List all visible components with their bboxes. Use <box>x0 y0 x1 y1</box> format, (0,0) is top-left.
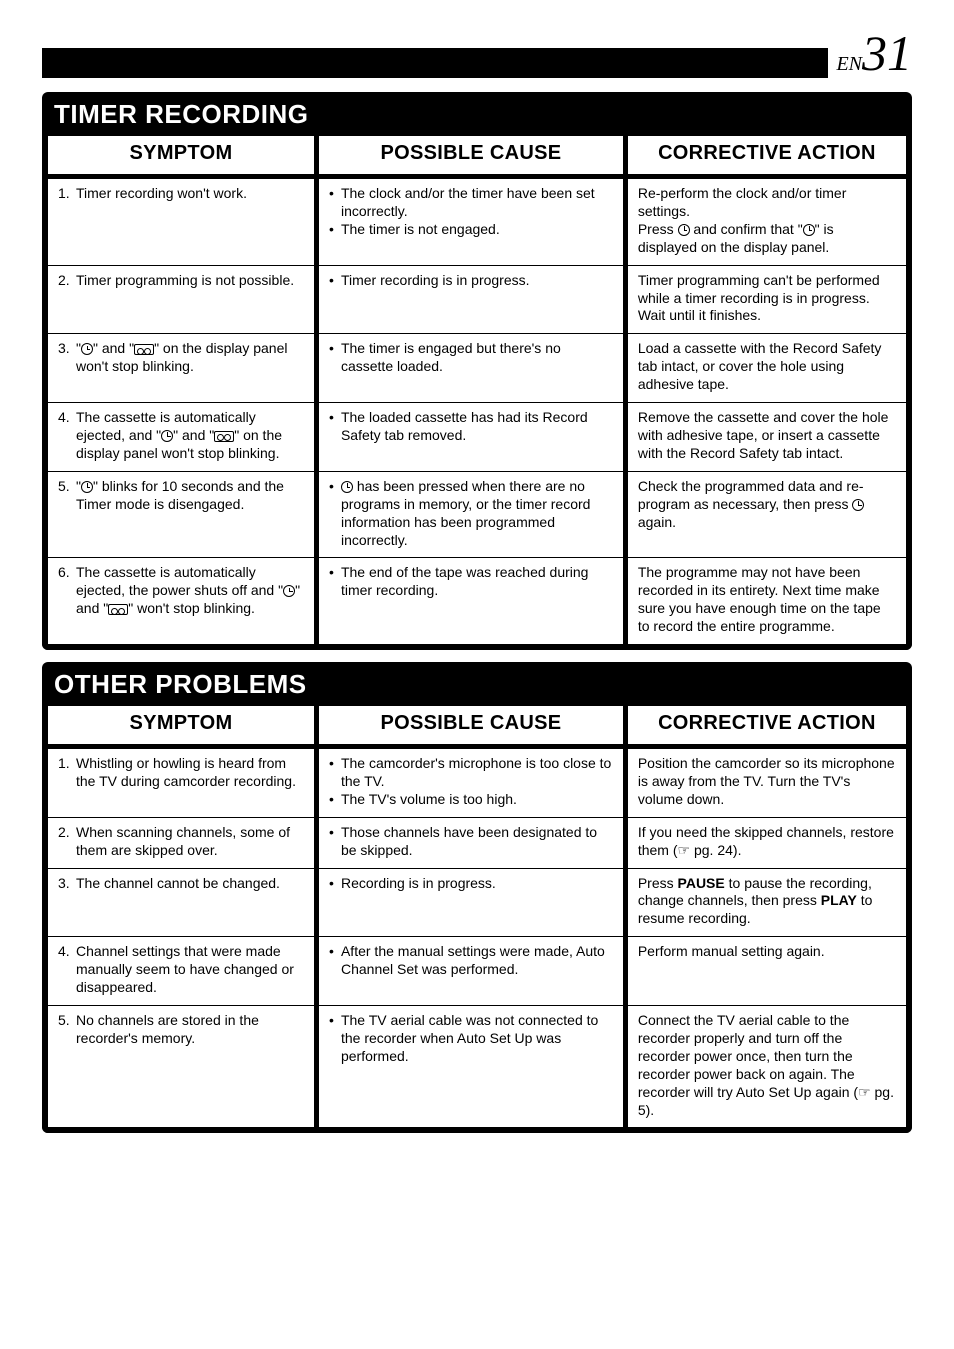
cell-cause: Recording is in progress. <box>314 868 623 937</box>
table-row: 4.Channel settings that were made manual… <box>48 936 906 1005</box>
cell-cause: The timer is engaged but there's no cass… <box>314 333 623 402</box>
page-number: EN 31 <box>836 28 912 78</box>
section-title-timer: TIMER RECORDING <box>42 92 912 136</box>
page-header: EN 31 <box>42 28 912 78</box>
cell-cause: The TV aerial cable was not connected to… <box>314 1005 623 1127</box>
table-row: 5."" blinks for 10 seconds and the Timer… <box>48 471 906 558</box>
header-black-bar <box>42 48 828 78</box>
table-row: 3.The channel cannot be changed.Recordin… <box>48 868 906 937</box>
cell-symptom: 6.The cassette is automatically ejected,… <box>48 557 314 644</box>
col-header-symptom: SYMPTOM <box>48 706 314 749</box>
page: EN 31 TIMER RECORDING SYMPTOM POSSIBLE C… <box>0 0 954 1185</box>
table-row: 3."" and "" on the display panel won't s… <box>48 333 906 402</box>
cell-symptom: 2.When scanning channels, some of them a… <box>48 817 314 868</box>
cell-cause: The clock and/or the timer have been set… <box>314 179 623 265</box>
cell-cause: The camcorder's microphone is too close … <box>314 749 623 817</box>
cell-action: The programme may not have been recorded… <box>623 557 906 644</box>
cell-action: If you need the skipped channels, restor… <box>623 817 906 868</box>
cell-action: Press PAUSE to pause the recording, chan… <box>623 868 906 937</box>
table-row: 1.Timer recording won't work.The clock a… <box>48 179 906 265</box>
cell-symptom: 1.Whistling or howling is heard from the… <box>48 749 314 817</box>
cell-symptom: 1.Timer recording won't work. <box>48 179 314 265</box>
cell-cause: The loaded cassette has had its Record S… <box>314 402 623 471</box>
page-number-value: 31 <box>862 28 912 78</box>
cell-action: Perform manual setting again. <box>623 936 906 1005</box>
col-header-symptom: SYMPTOM <box>48 136 314 179</box>
table-other: SYMPTOM POSSIBLE CAUSE CORRECTIVE ACTION… <box>48 706 906 1127</box>
cell-symptom: 5.No channels are stored in the recorder… <box>48 1005 314 1127</box>
section-title-other: OTHER PROBLEMS <box>42 662 912 706</box>
col-header-cause: POSSIBLE CAUSE <box>314 136 623 179</box>
cell-symptom: 4.The cassette is automatically ejected,… <box>48 402 314 471</box>
cell-action: Load a cassette with the Record Safety t… <box>623 333 906 402</box>
cell-action: Connect the TV aerial cable to the recor… <box>623 1005 906 1127</box>
col-header-action: CORRECTIVE ACTION <box>623 136 906 179</box>
section-other: SYMPTOM POSSIBLE CAUSE CORRECTIVE ACTION… <box>42 706 912 1133</box>
cell-action: Remove the cassette and cover the hole w… <box>623 402 906 471</box>
table-row: 2.Timer programming is not possible.Time… <box>48 265 906 334</box>
col-header-cause: POSSIBLE CAUSE <box>314 706 623 749</box>
cell-cause: has been pressed when there are no progr… <box>314 471 623 558</box>
table-row: 4.The cassette is automatically ejected,… <box>48 402 906 471</box>
section-timer: SYMPTOM POSSIBLE CAUSE CORRECTIVE ACTION… <box>42 136 912 650</box>
table-row: 5.No channels are stored in the recorder… <box>48 1005 906 1127</box>
cell-action: Timer programming can't be performed whi… <box>623 265 906 334</box>
cell-cause: After the manual settings were made, Aut… <box>314 936 623 1005</box>
cell-symptom: 3."" and "" on the display panel won't s… <box>48 333 314 402</box>
cell-action: Check the programmed data and re-program… <box>623 471 906 558</box>
col-header-action: CORRECTIVE ACTION <box>623 706 906 749</box>
cell-cause: Those channels have been designated to b… <box>314 817 623 868</box>
cell-cause: Timer recording is in progress. <box>314 265 623 334</box>
table-row: 1.Whistling or howling is heard from the… <box>48 749 906 817</box>
table-timer: SYMPTOM POSSIBLE CAUSE CORRECTIVE ACTION… <box>48 136 906 644</box>
table-row: 6.The cassette is automatically ejected,… <box>48 557 906 644</box>
cell-cause: The end of the tape was reached during t… <box>314 557 623 644</box>
cell-action: Position the camcorder so its microphone… <box>623 749 906 817</box>
table-row: 2.When scanning channels, some of them a… <box>48 817 906 868</box>
cell-symptom: 4.Channel settings that were made manual… <box>48 936 314 1005</box>
cell-action: Re-perform the clock and/or timer settin… <box>623 179 906 265</box>
cell-symptom: 5."" blinks for 10 seconds and the Timer… <box>48 471 314 558</box>
page-number-prefix: EN <box>836 54 862 74</box>
cell-symptom: 2.Timer programming is not possible. <box>48 265 314 334</box>
cell-symptom: 3.The channel cannot be changed. <box>48 868 314 937</box>
